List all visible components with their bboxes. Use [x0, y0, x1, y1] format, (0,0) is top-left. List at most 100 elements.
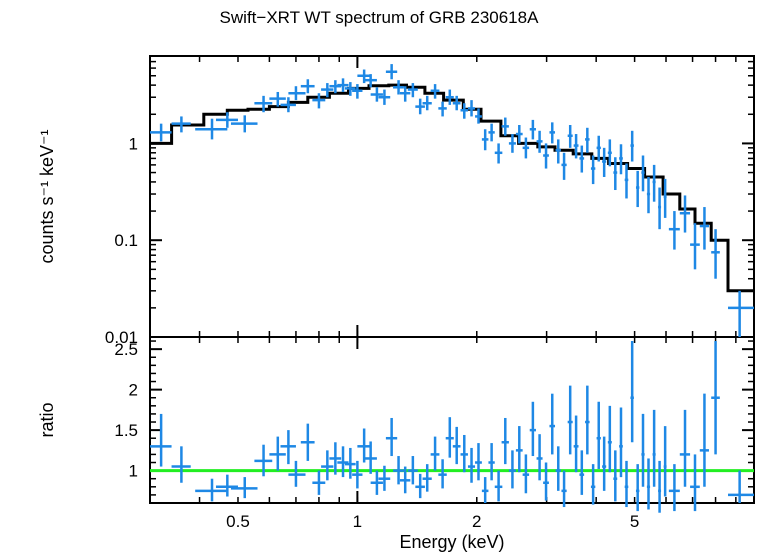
ratio-point: [619, 407, 623, 478]
ratio-point: [501, 417, 509, 465]
ratio-point: [613, 450, 618, 502]
spectrum-point: [567, 124, 573, 148]
spectrum-point: [445, 89, 454, 105]
ratio-point: [690, 454, 700, 512]
spectrum-point: [699, 207, 709, 250]
spectrum-point: [728, 290, 754, 337]
ratio-point: [679, 409, 691, 487]
spectrum-point: [254, 95, 273, 113]
spectrum-point: [230, 115, 258, 133]
spectrum-point: [579, 145, 585, 173]
ratio-point: [337, 446, 349, 478]
spectrum-point: [679, 195, 691, 233]
ratio-point: [555, 446, 561, 491]
spectrum-point: [415, 98, 425, 115]
spectrum-point: [269, 91, 286, 107]
ratio-point: [329, 442, 342, 475]
spectrum-point: [321, 83, 334, 98]
spectrum-point: [329, 80, 342, 94]
ratio-point: [452, 426, 461, 465]
ratio-point: [508, 450, 516, 489]
ratio-point: [300, 423, 315, 461]
spectrum-point: [475, 108, 482, 124]
spectrum-point: [585, 127, 590, 153]
ratio-point: [280, 430, 296, 465]
ratio-point: [352, 460, 363, 489]
ratio-point: [445, 417, 454, 458]
ratio-point: [407, 456, 418, 485]
spectrum-point: [438, 101, 447, 117]
ratio-point: [150, 413, 172, 467]
ratio-panel-frame: [149, 336, 755, 504]
ratio-point: [364, 441, 377, 474]
spectrum-data-points: [150, 64, 754, 337]
spectrum-point: [488, 123, 495, 142]
ratio-point: [288, 460, 306, 487]
ratio-point: [573, 415, 579, 473]
spectrum-point: [150, 123, 172, 142]
ratio-point: [646, 458, 651, 510]
ratio-point: [728, 470, 754, 503]
y-tick-label: 0.1: [114, 231, 138, 250]
spectrum-point: [522, 137, 530, 159]
ratio-point: [711, 341, 720, 455]
ratio-point: [357, 428, 371, 463]
ratio-point: [399, 466, 411, 494]
ratio-point: [536, 434, 543, 481]
y-tick-label: 1: [129, 462, 138, 481]
y-tick-label: 1: [129, 134, 138, 153]
ratio-point: [624, 460, 629, 508]
ratio-point: [585, 385, 590, 455]
ratio-point: [579, 450, 585, 495]
ratio-point: [475, 443, 482, 481]
y-axis-label-spectrum: counts s⁻¹ keV⁻¹: [37, 129, 57, 263]
spectrum-point: [668, 211, 680, 250]
spectrum-point: [430, 84, 440, 99]
spectrum-point: [658, 187, 662, 230]
spectrum-point: [399, 86, 411, 102]
ratio-point: [393, 456, 404, 485]
spectrum-point: [561, 152, 567, 180]
ratio-point: [561, 470, 567, 508]
spectrum-point: [422, 95, 432, 111]
spectrum-point: [171, 116, 191, 133]
ratio-point: [630, 341, 634, 443]
ratio-point: [215, 474, 238, 497]
ratio-point: [415, 473, 425, 499]
ratio-point: [195, 478, 228, 502]
spectrum-point: [452, 95, 461, 111]
ratio-point: [467, 447, 476, 483]
spectrum-point: [652, 164, 656, 202]
ratio-point: [596, 401, 601, 469]
spectrum-point: [573, 134, 579, 159]
spectrum-point: [663, 178, 667, 218]
ratio-point: [321, 450, 334, 481]
ratio-point: [699, 393, 709, 487]
spectrum-point: [607, 139, 612, 167]
ratio-point: [515, 426, 523, 473]
ratio-point: [602, 436, 607, 491]
spectrum-point: [195, 118, 228, 140]
spectrum-point: [280, 97, 296, 113]
ratio-point: [590, 464, 596, 505]
spectrum-point: [337, 78, 349, 92]
spectrum-point: [646, 176, 651, 214]
ratio-point: [378, 465, 391, 491]
y-tick-label: 1.5: [114, 421, 138, 440]
spectrum-point: [385, 64, 398, 80]
ratio-point: [494, 470, 503, 502]
ratio-point: [635, 464, 640, 512]
ratio-point: [652, 409, 656, 487]
model-step-curve: [150, 83, 754, 293]
tick-labels: 1 0.1 0.01 1 1.5 2 2.5 0.5 1 2 5: [105, 134, 639, 531]
spectrum-point: [619, 144, 623, 175]
ratio-point: [522, 454, 530, 494]
ratio-point: [460, 434, 468, 473]
spectrum-point: [508, 134, 516, 153]
spectrum-point: [596, 135, 601, 162]
ratio-point: [543, 462, 549, 501]
spectrum-point: [590, 155, 596, 185]
axis-ticks: [149, 55, 754, 503]
ratio-point: [254, 444, 273, 477]
